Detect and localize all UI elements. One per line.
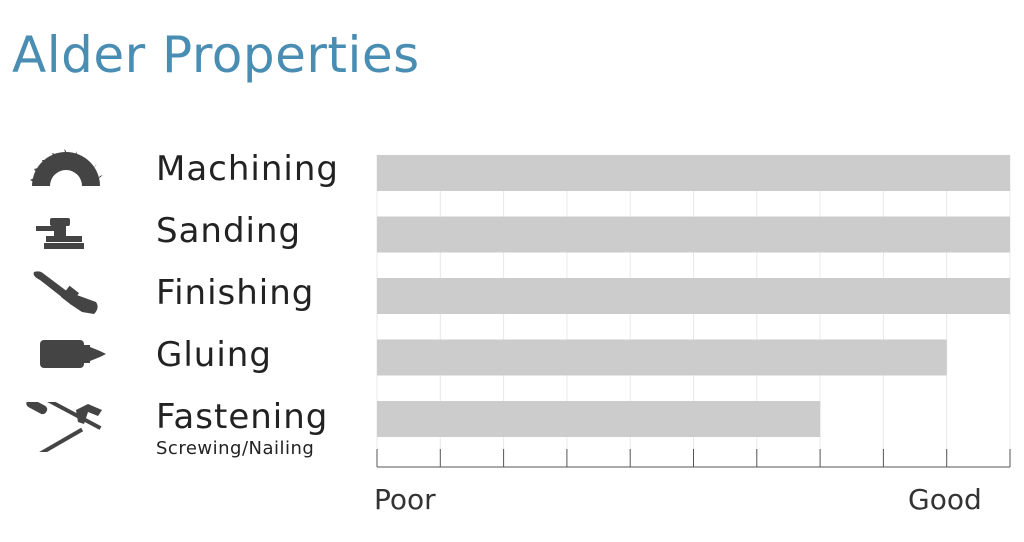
category-label: Machining xyxy=(156,149,339,189)
glue-bottle-icon xyxy=(40,340,106,368)
bar-sanding xyxy=(377,216,1010,253)
category-label: Gluing xyxy=(156,335,272,375)
paintbrush-icon xyxy=(33,271,98,314)
axis-min-label: Poor xyxy=(374,483,436,516)
screwdriver-hammer-icon xyxy=(26,402,102,452)
category-label: Fastening xyxy=(156,397,329,437)
category-label: Finishing xyxy=(156,273,315,313)
bar-machining xyxy=(377,155,1010,191)
category-sublabel: Screwing/Nailing xyxy=(156,438,315,459)
axis-max-label: Good xyxy=(908,483,982,516)
page-title: Alder Properties xyxy=(12,26,420,84)
sander-icon xyxy=(36,218,84,249)
bar-gluing xyxy=(377,339,947,376)
bar-fastening xyxy=(377,401,821,437)
category-label: Sanding xyxy=(156,211,302,251)
saw-blade-icon xyxy=(30,149,103,186)
bar-finishing xyxy=(377,278,1010,314)
